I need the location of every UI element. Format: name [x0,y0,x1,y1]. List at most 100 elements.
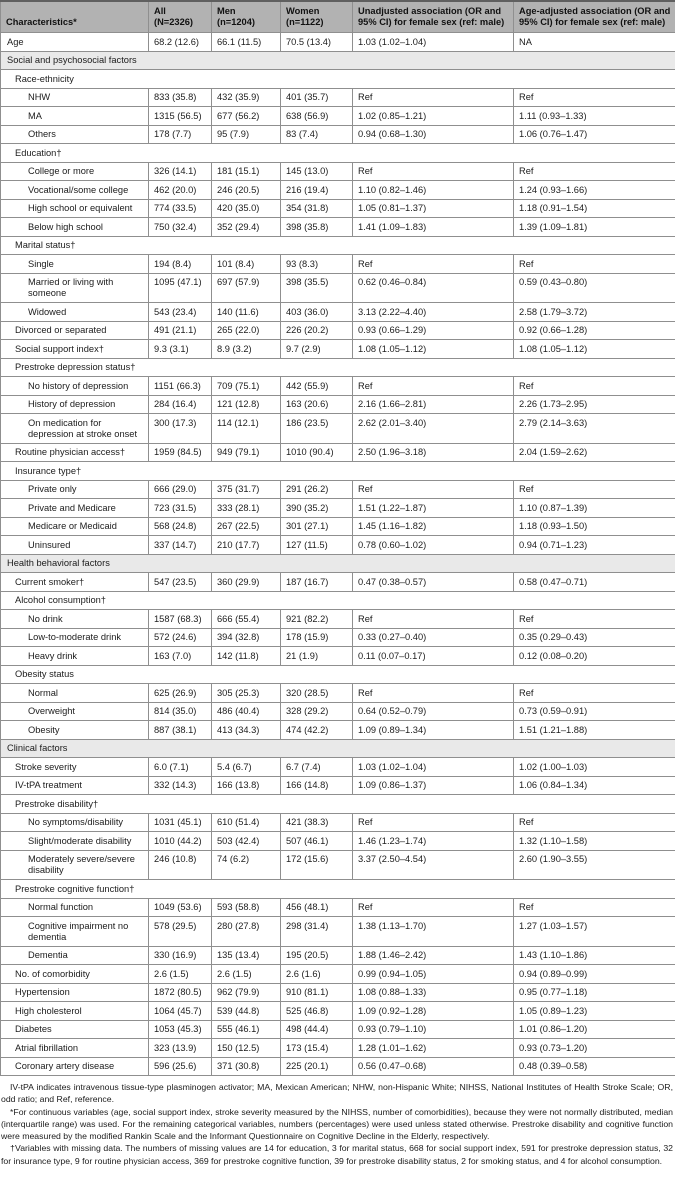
cell-value: 421 (38.3) [280,812,353,832]
section-row: Clinical factors [0,738,675,758]
table-row: Married or living with someone 1095 (47.1… [0,272,675,303]
cell-value: 0.73 (0.59–0.91) [513,701,675,721]
row-label: Normal [0,683,149,703]
cell-value: 352 (29.4) [211,217,281,237]
subsection-label: Prestroke depression status† [0,357,675,377]
cell-value: 1.41 (1.09–1.83) [352,217,514,237]
cell-value: 833 (35.8) [148,87,212,107]
cell-value: 301 (27.1) [280,516,353,536]
table-row: NHW 833 (35.8) 432 (35.9) 401 (35.7) Ref Ref [0,87,675,107]
row-label: Current smoker† [0,572,149,592]
cell-value: 1.51 (1.21–1.88) [513,720,675,740]
cell-value: 1872 (80.5) [148,982,212,1002]
cell-value: 284 (16.4) [148,394,212,414]
cell-value: 70.5 (13.4) [280,32,353,52]
cell-value: 2.58 (1.79–3.72) [513,302,675,322]
cell-value: 320 (28.5) [280,683,353,703]
table-row: Stroke severity 6.0 (7.1) 5.4 (6.7) 6.7 (7.… [0,757,675,777]
subsection-row: Alcohol consumption† [0,590,675,610]
cell-value: 2.26 (1.73–2.95) [513,394,675,414]
row-label: Moderately severe/severe disability [0,849,149,880]
cell-value: 142 (11.8) [211,646,281,666]
cell-value: 210 (17.7) [211,535,281,555]
table-row: Social support index† 9.3 (3.1) 8.9 (3.2) 9… [0,339,675,359]
cell-value: Ref [513,376,675,396]
cell-value: 1.05 (0.81–1.37) [352,198,514,218]
cell-value: 1095 (47.1) [148,272,212,303]
cell-value: 1.01 (0.86–1.20) [513,1019,675,1039]
table-row: College or more 326 (14.1) 181 (15.1) 145 (… [0,161,675,181]
cell-value: 300 (17.3) [148,413,212,444]
cell-value: 1.02 (1.00–1.03) [513,757,675,777]
cell-value: 178 (15.9) [280,627,353,647]
cell-value: 539 (44.8) [211,1001,281,1021]
subsection-row: Race-ethnicity [0,69,675,89]
cell-value: 949 (79.1) [211,442,281,462]
row-label: Private only [0,479,149,499]
subsection-row: Insurance type† [0,461,675,481]
cell-value: 0.59 (0.43–0.80) [513,272,675,303]
row-label: Private and Medicare [0,498,149,518]
cell-value: 83 (7.4) [280,124,353,144]
row-label: Vocational/some college [0,180,149,200]
cell-value: 1.18 (0.93–1.50) [513,516,675,536]
cell-value: 910 (81.1) [280,982,353,1002]
table-row: Dementia 330 (16.9) 135 (13.4) 195 (20.5) 1.… [0,945,675,965]
cell-value: 0.33 (0.27–0.40) [352,627,514,647]
cell-value: 0.58 (0.47–0.71) [513,572,675,592]
cell-value: 723 (31.5) [148,498,212,518]
table-row: Private and Medicare 723 (31.5) 333 (28.1)… [0,498,675,518]
cell-value: 547 (23.5) [148,572,212,592]
cell-value: 1.88 (1.46–2.42) [352,945,514,965]
cell-value: 0.95 (0.77–1.18) [513,982,675,1002]
cell-value: 398 (35.5) [280,272,353,303]
cell-value: NA [513,32,675,52]
cell-value: 0.47 (0.38–0.57) [352,572,514,592]
subsection-label: Obesity status [0,664,675,684]
subsection-label: Education† [0,143,675,163]
cell-value: Ref [352,683,514,703]
cell-value: 173 (15.4) [280,1038,353,1058]
cell-value: 163 (20.6) [280,394,353,414]
row-label: No. of comorbidity [0,964,149,984]
table-header: Characteristics* All (N=2326) Men (n=120… [0,0,675,33]
row-label: No symptoms/disability [0,812,149,832]
cell-value: 9.3 (3.1) [148,339,212,359]
cell-value: Ref [352,376,514,396]
cell-value: 225 (20.1) [280,1056,353,1076]
table-row: History of depression 284 (16.4) 121 (12.8… [0,394,675,414]
cell-value: 1151 (66.3) [148,376,212,396]
cell-value: 474 (42.2) [280,720,353,740]
cell-value: 1.05 (0.89–1.23) [513,1001,675,1021]
subsection-label: Marital status† [0,235,675,255]
footnote-asterisk: *For continuous variables (age, social s… [1,1106,673,1142]
cell-value: 2.79 (2.14–3.63) [513,413,675,444]
table-row: No. of comorbidity 2.6 (1.5) 2.6 (1.5) 2.6 … [0,964,675,984]
cell-value: 666 (55.4) [211,609,281,629]
subsection-row: Prestroke cognitive function† [0,879,675,899]
cell-value: 0.92 (0.66–1.28) [513,320,675,340]
cell-value: 1.28 (1.01–1.62) [352,1038,514,1058]
cell-value: 178 (7.7) [148,124,212,144]
row-label: Atrial fibrillation [0,1038,149,1058]
cell-value: 2.60 (1.90–3.55) [513,849,675,880]
cell-value: 593 (58.8) [211,897,281,917]
cell-value: 166 (13.8) [211,775,281,795]
subsection-label: Race-ethnicity [0,69,675,89]
cell-value: 2.6 (1.5) [148,964,212,984]
cell-value: 330 (16.9) [148,945,212,965]
cell-value: 1.24 (0.93–1.66) [513,180,675,200]
cell-value: 1.11 (0.93–1.33) [513,106,675,126]
row-label: Single [0,254,149,274]
cell-value: 774 (33.5) [148,198,212,218]
cell-value: 2.6 (1.6) [280,964,353,984]
table-row: Age 68.2 (12.6) 66.1 (11.5) 70.5 (13.4) 1.03… [0,32,675,52]
cell-value: 666 (29.0) [148,479,212,499]
cell-value: Ref [352,87,514,107]
header-characteristics: Characteristics* [0,0,149,33]
cell-value: 1.02 (0.85–1.21) [352,106,514,126]
row-label: On medication for depression at stroke o… [0,413,149,444]
row-label: History of depression [0,394,149,414]
cell-value: Ref [352,161,514,181]
